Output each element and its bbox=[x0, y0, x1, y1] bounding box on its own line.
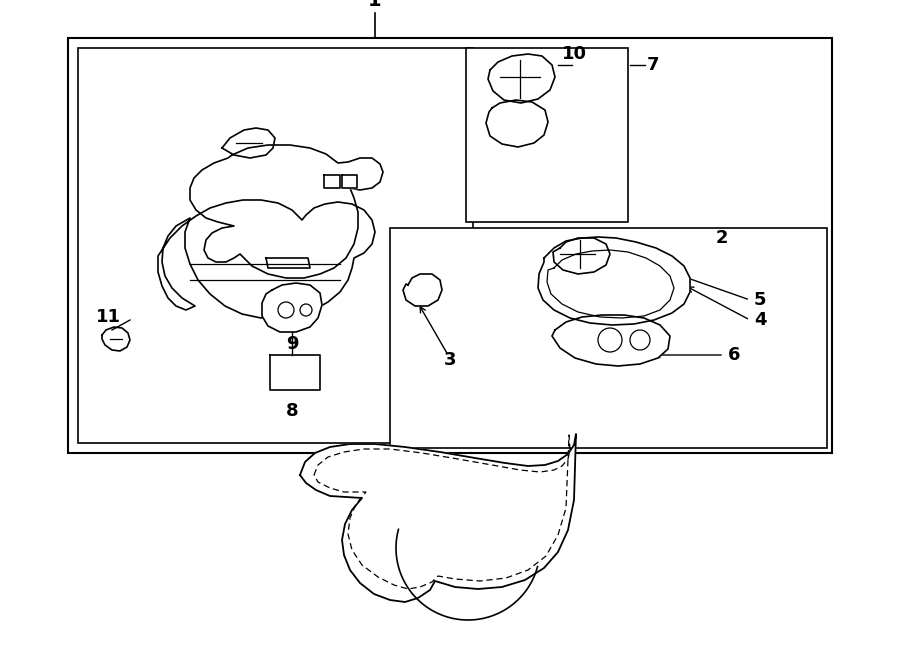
Polygon shape bbox=[342, 175, 357, 188]
Bar bbox=[78, 48, 473, 443]
Polygon shape bbox=[552, 315, 670, 366]
Bar bbox=[68, 38, 832, 453]
Text: 11: 11 bbox=[95, 308, 121, 326]
Text: 7: 7 bbox=[647, 56, 660, 74]
Polygon shape bbox=[553, 238, 610, 274]
Text: 3: 3 bbox=[444, 351, 456, 369]
Text: 9: 9 bbox=[286, 335, 298, 353]
Bar bbox=[466, 48, 628, 222]
Text: 1: 1 bbox=[368, 0, 382, 10]
Polygon shape bbox=[190, 145, 383, 278]
Polygon shape bbox=[300, 434, 576, 602]
Polygon shape bbox=[486, 100, 548, 147]
Text: 2: 2 bbox=[716, 229, 728, 247]
Text: 5: 5 bbox=[754, 291, 767, 309]
Text: 8: 8 bbox=[285, 402, 298, 420]
Polygon shape bbox=[262, 283, 322, 332]
Polygon shape bbox=[102, 327, 130, 351]
Bar bbox=[390, 228, 827, 448]
Polygon shape bbox=[488, 54, 555, 103]
Polygon shape bbox=[158, 200, 375, 318]
Polygon shape bbox=[324, 175, 340, 188]
Polygon shape bbox=[266, 258, 310, 268]
Text: 6: 6 bbox=[728, 346, 741, 364]
Polygon shape bbox=[270, 355, 320, 390]
Text: 4: 4 bbox=[754, 311, 767, 329]
Polygon shape bbox=[538, 237, 690, 325]
Polygon shape bbox=[403, 274, 442, 306]
Text: 10: 10 bbox=[562, 45, 587, 63]
Polygon shape bbox=[222, 128, 275, 158]
